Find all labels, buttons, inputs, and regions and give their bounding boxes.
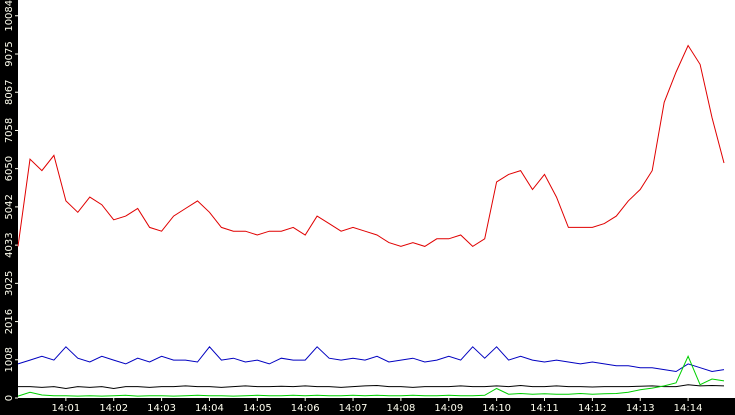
- y-tick-label: 9075: [4, 41, 15, 66]
- y-tick-label: 0: [4, 395, 15, 401]
- x-tick-label: 14:01: [51, 403, 80, 414]
- x-tick-label: 14:03: [147, 403, 176, 414]
- x-tick-label: 14:07: [339, 403, 368, 414]
- x-axis-strip: [0, 398, 735, 415]
- x-tick-label: 14:02: [99, 403, 128, 414]
- x-tick-label: 14:04: [195, 403, 224, 414]
- series-line: [17, 355, 725, 397]
- series-line: [17, 346, 725, 373]
- x-tick-label: 14:08: [386, 403, 415, 414]
- y-tick-label: 1008: [4, 347, 15, 372]
- x-tick-label: 14:11: [530, 403, 559, 414]
- x-tick-label: 14:14: [674, 403, 703, 414]
- x-tick-label: 14:12: [578, 403, 607, 414]
- y-tick-label: 2016: [4, 309, 15, 334]
- x-tick-label: 14:09: [434, 403, 463, 414]
- series-line: [18, 384, 725, 390]
- series-line: [17, 44, 725, 248]
- x-tick-label: 14:06: [291, 403, 320, 414]
- x-tick-label: 14:05: [243, 403, 272, 414]
- y-tick-label: 8067: [4, 79, 15, 104]
- y-tick-label: 5042: [4, 194, 15, 219]
- x-tick-label: 14:10: [482, 403, 511, 414]
- y-tick-label: 7058: [4, 118, 15, 143]
- y-axis-strip: [0, 0, 18, 415]
- y-tick-label: 6050: [4, 156, 15, 181]
- y-tick-label: 4033: [4, 232, 15, 257]
- y-tick-label: 3025: [4, 271, 15, 296]
- y-tick-label: 10084: [4, 0, 15, 32]
- x-tick-label: 14:13: [626, 403, 655, 414]
